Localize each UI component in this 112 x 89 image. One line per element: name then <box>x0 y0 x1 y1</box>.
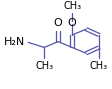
Text: O: O <box>67 18 76 28</box>
Text: CH₃: CH₃ <box>35 61 53 71</box>
Text: O: O <box>53 18 62 28</box>
Text: H₂N: H₂N <box>4 37 25 47</box>
Text: CH₃: CH₃ <box>62 1 81 11</box>
Text: CH₃: CH₃ <box>89 61 107 71</box>
